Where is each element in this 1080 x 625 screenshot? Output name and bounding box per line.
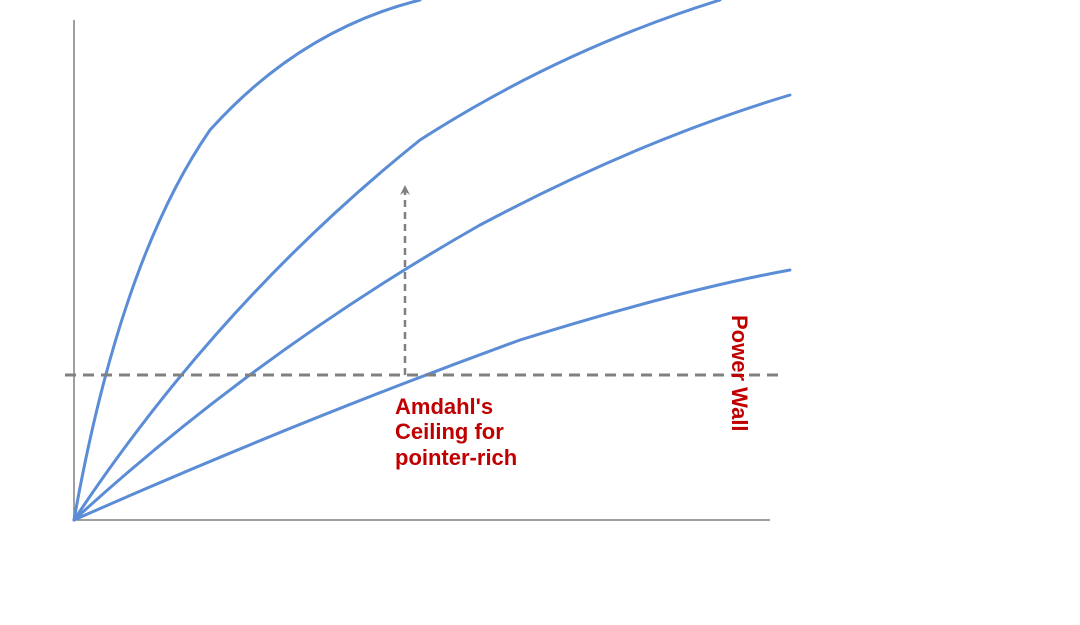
chart-root: Amdahl's Ceiling for pointer-rich Power …	[0, 0, 1080, 625]
amdahl-ceiling-label: Amdahl's Ceiling for pointer-rich	[395, 394, 517, 470]
chart-svg	[0, 0, 1080, 625]
curve-1-steepest	[74, 0, 420, 520]
power-wall-label: Power Wall	[727, 315, 752, 432]
